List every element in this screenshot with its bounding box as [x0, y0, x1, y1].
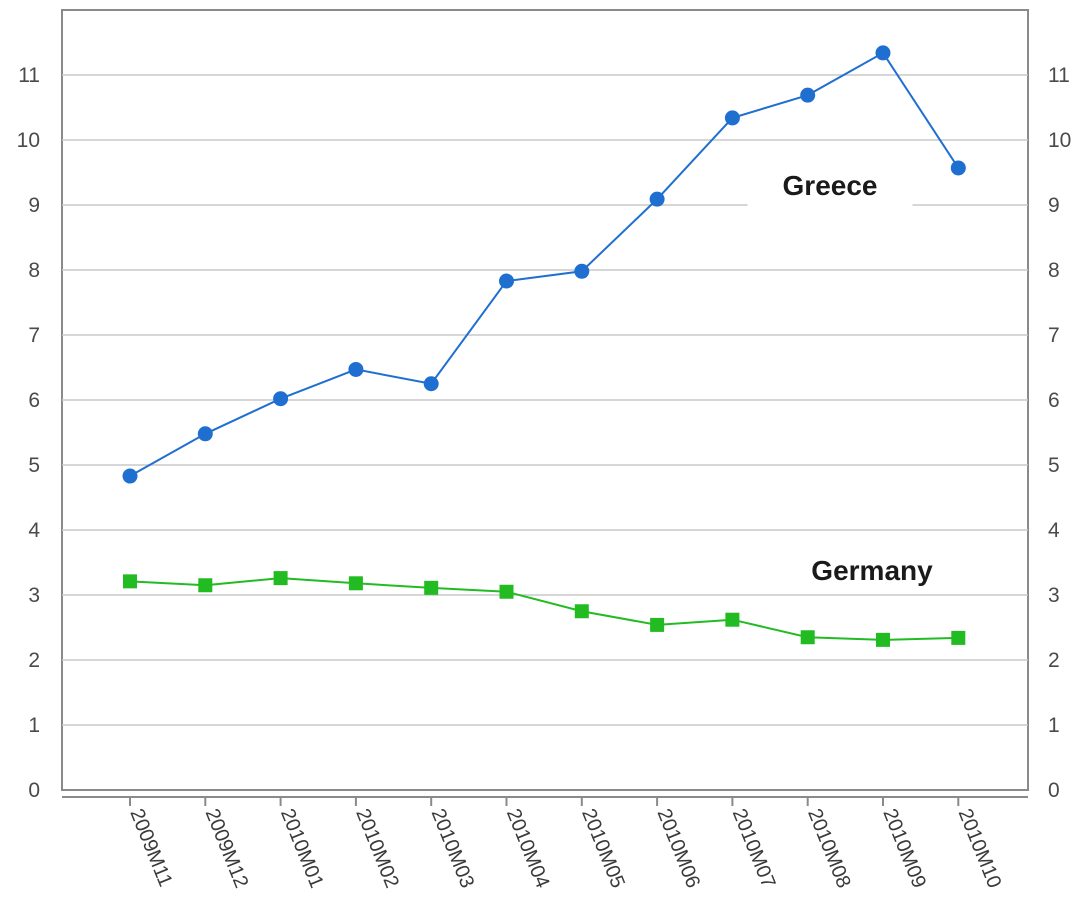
y-tick-right: 7 — [1048, 324, 1060, 347]
data-point-germany — [876, 632, 890, 647]
data-point-germany — [123, 574, 137, 589]
y-tick-right: 2 — [1048, 649, 1060, 672]
data-point-greece — [122, 468, 138, 484]
data-point-greece — [273, 391, 289, 407]
data-point-germany — [800, 630, 815, 645]
y-tick-right: 10 — [1048, 129, 1071, 152]
y-tick-left: 0 — [28, 779, 40, 802]
x-tick-label: 2009M12 — [201, 806, 253, 892]
series-line-greece — [129, 51, 960, 477]
x-tick-labels: 2009M11 2009M12 2010M01 2010M02 2010M03 2010M… — [125, 797, 1005, 891]
data-point-greece — [197, 426, 213, 442]
data-point-greece — [950, 160, 966, 176]
y-tick-right: 3 — [1048, 584, 1060, 607]
data-point-germany — [574, 604, 589, 619]
y-tick-left: 10 — [17, 129, 40, 152]
data-point-greece — [499, 273, 514, 289]
data-point-greece — [574, 263, 590, 279]
series-line-germany — [129, 577, 959, 641]
x-tick-label: 2010M05 — [577, 806, 629, 892]
y-tick-right: 5 — [1048, 454, 1060, 477]
x-tick-label: 2010M09 — [878, 806, 930, 892]
data-point-greece — [423, 376, 439, 392]
data-point-germany — [499, 584, 514, 599]
data-point-germany — [650, 617, 665, 632]
x-tick-label: 2010M06 — [652, 806, 704, 892]
y-tick-right: 8 — [1048, 259, 1060, 282]
data-point-germany — [198, 578, 213, 593]
y-tick-right: 4 — [1048, 519, 1060, 542]
x-tick-label: 2010M03 — [427, 806, 479, 892]
y-tick-left: 5 — [28, 454, 40, 477]
series-label-backdrop — [777, 546, 967, 592]
x-tick-label: 2010M07 — [728, 806, 780, 892]
data-point-germany — [725, 612, 740, 627]
x-tick-label: 2010M08 — [803, 806, 855, 892]
series-labels: Greece Germany — [747, 161, 967, 592]
data-point-greece — [348, 361, 364, 377]
x-tick-label: 2010M01 — [276, 806, 328, 892]
y-tick-left: 11 — [18, 64, 40, 87]
data-point-germany — [424, 580, 439, 595]
y-tick-left: 7 — [28, 324, 40, 347]
y-tick-right: 6 — [1048, 389, 1060, 412]
data-point-greece — [649, 191, 665, 207]
data-point-germany — [348, 576, 363, 591]
series-label-germany: Germany — [811, 555, 933, 586]
series-label-backdrop — [747, 161, 913, 207]
series-lines — [122, 45, 966, 647]
x-tick-label: 2010M02 — [351, 806, 403, 892]
y-tick-right: 1 — [1048, 714, 1060, 737]
y-tick-right: 11 — [1048, 64, 1070, 87]
y-tick-left: 8 — [28, 259, 40, 282]
data-point-germany — [273, 571, 288, 586]
series-label-greece: Greece — [783, 170, 878, 201]
data-point-greece — [800, 87, 816, 103]
x-tick-label: 2010M04 — [502, 806, 554, 892]
x-tick-label: 2009M11 — [125, 806, 176, 890]
y-tick-left: 2 — [28, 649, 40, 672]
y-tick-left: 3 — [28, 584, 40, 607]
data-point-greece — [875, 45, 891, 61]
y-tick-left: 6 — [28, 389, 40, 412]
x-tick-label: 2010M10 — [954, 806, 1006, 892]
y-tick-right: 0 — [1048, 779, 1060, 802]
y-tick-left: 9 — [28, 194, 40, 217]
data-point-germany — [951, 630, 966, 645]
data-point-greece — [724, 110, 740, 126]
y-tick-left: 1 — [28, 714, 40, 737]
y-tick-left: 4 — [28, 519, 40, 542]
y-tick-right: 9 — [1048, 194, 1060, 217]
